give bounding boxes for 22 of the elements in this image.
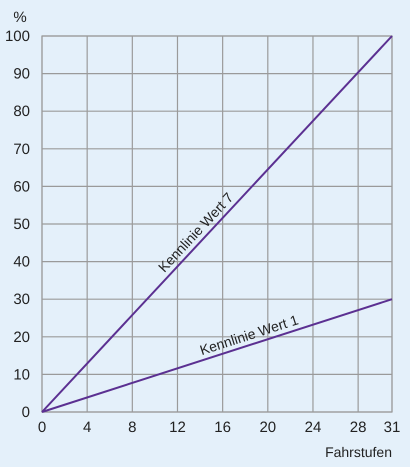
- x-tick-label: 31: [384, 419, 400, 436]
- y-tick-label: 0: [22, 404, 30, 421]
- x-tick-label: 24: [304, 419, 322, 436]
- x-axis-title: Fahrstufen: [325, 444, 392, 460]
- x-tick-label: 28: [350, 419, 366, 436]
- x-tick-label: 4: [82, 419, 92, 436]
- y-tick-label: 20: [13, 328, 30, 346]
- x-tick-label: 0: [38, 419, 46, 436]
- y-tick-label: 30: [13, 291, 30, 308]
- x-tick-label: 12: [169, 419, 186, 436]
- y-tick-label: 80: [13, 103, 30, 120]
- y-tick-label: 100: [4, 28, 30, 45]
- x-tick-label: 20: [259, 419, 276, 436]
- x-tick-label: 16: [214, 419, 231, 436]
- x-tick-label: 8: [128, 419, 136, 436]
- y-tick-label: 50: [13, 216, 30, 233]
- y-tick-label: 90: [13, 66, 30, 83]
- y-axis-title: %: [13, 9, 27, 26]
- y-tick-label: 60: [13, 178, 30, 196]
- y-tick-label: 10: [13, 366, 30, 384]
- y-tick-label: 40: [13, 254, 30, 271]
- y-tick-label: 70: [13, 140, 30, 158]
